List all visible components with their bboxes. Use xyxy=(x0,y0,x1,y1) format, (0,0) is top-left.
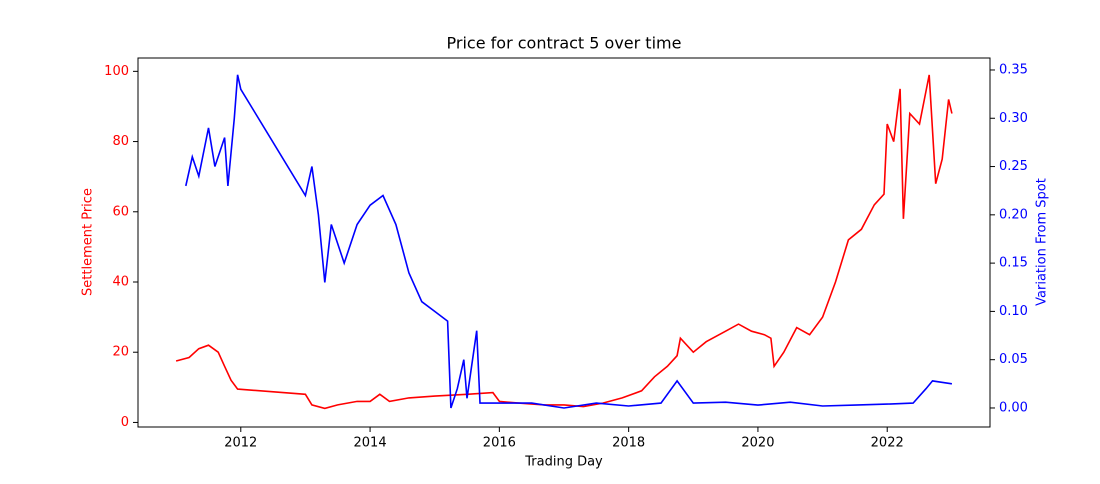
y-axis-label: Settlement Price xyxy=(81,188,96,296)
x-tick-label: 2020 xyxy=(741,436,774,451)
x-tick-label: 2014 xyxy=(354,436,387,451)
data-line xyxy=(175,74,953,410)
y2-axis-label: Variation From Spot xyxy=(1035,178,1050,306)
x-axis-label: Trading Day xyxy=(524,455,603,470)
x-tick-label: 2016 xyxy=(483,436,516,451)
data-line xyxy=(185,74,953,409)
y2-tick-label: 0.10 xyxy=(999,304,1028,319)
y-tick-label: 100 xyxy=(104,64,129,79)
y-tick-label: 60 xyxy=(112,204,129,219)
x-tick-label: 2012 xyxy=(224,436,257,451)
y-tick-label: 40 xyxy=(112,274,129,289)
x-tick-label: 2022 xyxy=(871,436,904,451)
y-tick-label: 20 xyxy=(112,345,129,360)
plot-frame xyxy=(137,57,991,428)
y2-tick-label: 0.35 xyxy=(999,62,1028,77)
y2-tick-label: 0.20 xyxy=(999,207,1028,222)
y2-tick-label: 0.15 xyxy=(999,256,1028,271)
y-tick-label: 80 xyxy=(112,134,129,149)
y-tick-label: 0 xyxy=(121,415,129,430)
y2-tick-label: 0.00 xyxy=(999,400,1028,415)
chart-title: Price for contract 5 over time xyxy=(447,34,682,53)
y2-tick-label: 0.05 xyxy=(999,352,1028,367)
y2-tick-label: 0.30 xyxy=(999,111,1028,126)
y2-tick-label: 0.25 xyxy=(999,159,1028,174)
x-tick-label: 2018 xyxy=(612,436,645,451)
